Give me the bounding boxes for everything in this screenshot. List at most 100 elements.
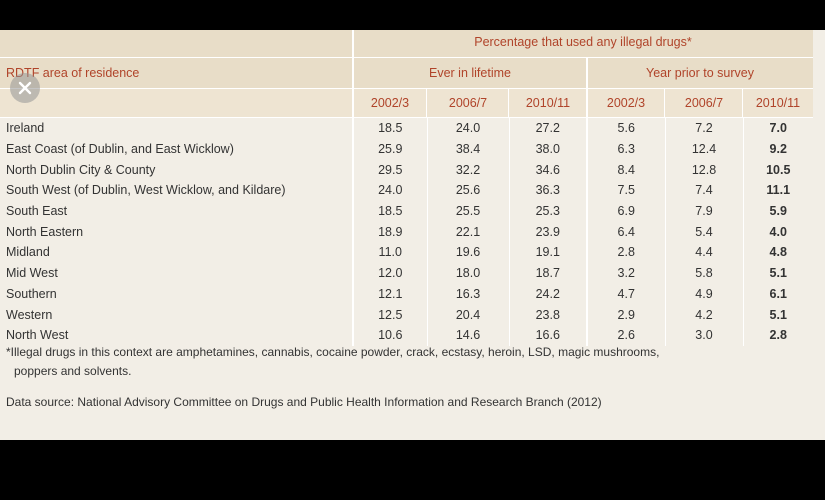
table-cell: 10.6 [352,324,427,346]
table-row: North Dublin City & County 29.5 32.2 34.6 8.… [0,159,813,181]
table-cell: 6.9 [586,200,665,222]
table-cell: 7.0 [742,118,813,139]
table-row: Ireland 18.5 24.0 27.2 5.6 7.2 7.0 [0,118,813,139]
table-cell: 12.4 [664,138,743,160]
table-cell: 18.5 [352,200,427,222]
table-cell: 6.1 [742,283,813,305]
group-title: Percentage that used any illegal drugs* [474,35,692,49]
table-cell: 9.2 [742,138,813,160]
table-cell: 25.9 [352,138,427,160]
table-row: Mid West 12.0 18.0 18.7 3.2 5.8 5.1 [0,262,813,284]
table-cell: 2.8 [586,242,665,263]
table-cell: 2.9 [586,304,665,325]
row-area-label: South West (of Dublin, West Wicklow, and… [6,183,286,198]
table-row: North Eastern 18.9 22.1 23.9 6.4 5.4 4.0 [0,221,813,243]
table-row: Southern 12.1 16.3 24.2 4.7 4.9 6.1 [0,283,813,305]
table-cell: 36.3 [508,180,587,201]
table-cell: 24.0 [352,180,427,201]
table-cell: 18.9 [352,221,427,243]
table-cell: 18.5 [352,118,427,139]
table-cell: 18.7 [508,262,587,284]
table-cell: 5.8 [664,262,743,284]
table-cell: 11.1 [742,180,813,201]
year-col-4: 2002/3 [606,96,646,110]
table-cell: 4.4 [664,242,743,263]
top-black-bar [0,0,825,30]
subgroup-ever: Ever in lifetime [429,66,511,80]
table-cell: 29.5 [352,159,427,181]
year-col-2: 2006/7 [448,96,488,110]
table-image: Percentage that used any illegal drugs* … [0,30,825,440]
table-cell: 5.9 [742,200,813,222]
footnote-text-cont: poppers and solvents. [14,364,132,378]
footnote-text: Illegal drugs in this context are amphet… [10,345,660,359]
table-cell: 27.2 [508,118,587,139]
table-cell: 12.1 [352,283,427,305]
table-cell: 6.4 [586,221,665,243]
table-cell: 8.4 [586,159,665,181]
table-row: East Coast (of Dublin, and East Wicklow)… [0,138,813,160]
table-header-group-row: Percentage that used any illegal drugs* [0,30,813,58]
table-cell: 12.8 [664,159,743,181]
table-cell: 6.3 [586,138,665,160]
table-header-years-row: 2002/3 2006/7 2010/11 2002/3 2006/7 2010… [0,89,813,118]
table-cell: 12.5 [352,304,427,325]
footnote-marker: * [6,345,11,359]
table-header-subgroup-row: RDTF area of residence Ever in lifetime … [0,58,813,89]
close-icon [18,81,32,95]
table-cell: 7.5 [586,180,665,201]
table-cell: 16.6 [508,324,587,346]
table-cell: 22.1 [426,221,509,243]
table-row: South East 18.5 25.5 25.3 6.9 7.9 5.9 [0,200,813,222]
table-cell: 3.2 [586,262,665,284]
table-cell: 24.2 [508,283,587,305]
table-row: Midland 11.0 19.6 19.1 2.8 4.4 4.8 [0,242,813,263]
table-row: North West 10.6 14.6 16.6 2.6 3.0 2.8 [0,324,813,346]
close-button[interactable] [10,73,40,103]
row-area-label: North Dublin City & County [6,162,156,177]
table-cell: 5.4 [664,221,743,243]
row-area-label: Ireland [6,121,45,136]
table-cell: 7.9 [664,200,743,222]
table-cell: 23.9 [508,221,587,243]
data-source: Data source: National Advisory Committee… [6,395,602,409]
table-cell: 5.1 [742,304,813,325]
row-area-label: South East [6,204,68,219]
year-col-1: 2002/3 [370,96,410,110]
table-cell: 16.3 [426,283,509,305]
table-cell: 12.0 [352,262,427,284]
table-cell: 34.6 [508,159,587,181]
subgroup-year-prior: Year prior to survey [646,66,754,80]
table-cell: 2.8 [742,324,813,346]
table-cell: 5.1 [742,262,813,284]
table-cell: 4.8 [742,242,813,263]
row-area-label: Mid West [6,266,58,281]
table-cell: 38.4 [426,138,509,160]
table-cell: 18.0 [426,262,509,284]
table-cell: 2.6 [586,324,665,346]
table-cell: 3.0 [664,324,743,346]
row-area-label: Southern [6,286,57,301]
table-cell: 24.0 [426,118,509,139]
row-header-label: RDTF area of residence [6,66,140,80]
table-cell: 5.6 [586,118,665,139]
row-area-label: Midland [6,245,50,260]
table-cell: 25.5 [426,200,509,222]
table-cell: 32.2 [426,159,509,181]
bottom-black-bar [0,470,825,500]
table-row: South West (of Dublin, West Wicklow, and… [0,180,813,201]
table-cell: 7.4 [664,180,743,201]
table-cell: 4.7 [586,283,665,305]
table-cell: 25.3 [508,200,587,222]
year-col-6: 2010/11 [755,96,801,110]
row-area-label: Western [6,307,53,322]
data-table: Ireland 18.5 24.0 27.2 5.6 7.2 7.0 East Coast (… [0,118,813,346]
table-cell: 10.5 [742,159,813,181]
table-cell: 7.2 [664,118,743,139]
table-cell: 20.4 [426,304,509,325]
footnote: *Illegal drugs in this context are amphe… [6,343,814,381]
year-col-5: 2006/7 [684,96,724,110]
table-cell: 4.0 [742,221,813,243]
year-col-3: 2010/11 [525,96,571,110]
table-cell: 23.8 [508,304,587,325]
